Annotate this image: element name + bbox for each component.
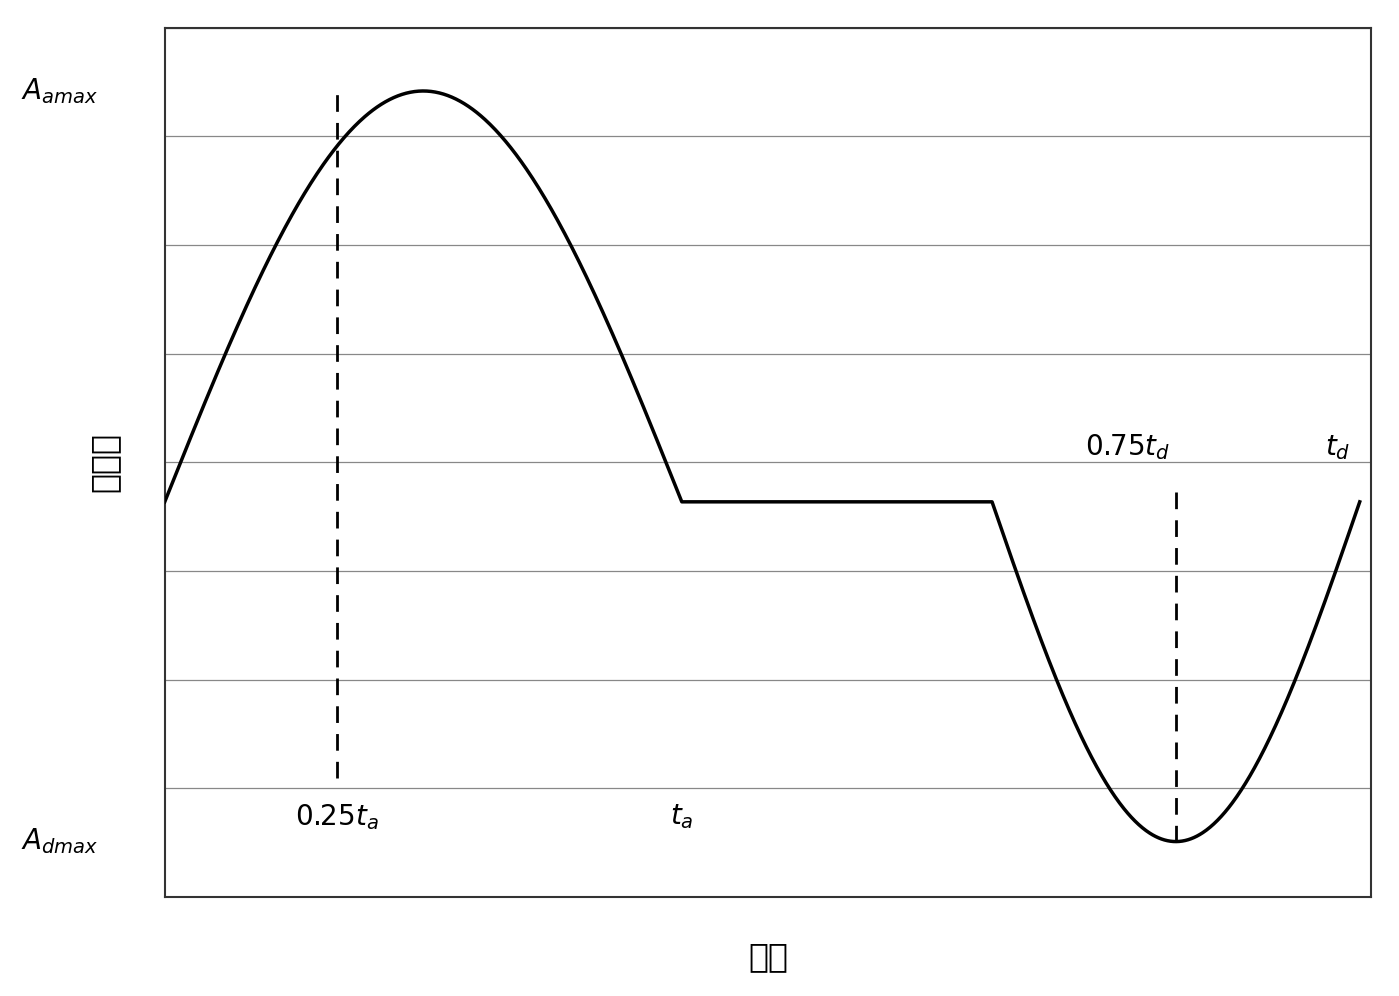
Text: $0.25t_a$: $0.25t_a$	[295, 802, 379, 832]
Text: $A_{amax}$: $A_{amax}$	[21, 76, 98, 106]
Text: $0.75t_d$: $0.75t_d$	[1086, 432, 1170, 462]
Text: 加速度: 加速度	[88, 432, 120, 492]
Text: $A_{dmax}$: $A_{dmax}$	[21, 827, 98, 857]
Text: $t_a$: $t_a$	[670, 802, 694, 831]
Text: 时间: 时间	[748, 940, 788, 973]
Text: $t_d$: $t_d$	[1325, 433, 1350, 462]
